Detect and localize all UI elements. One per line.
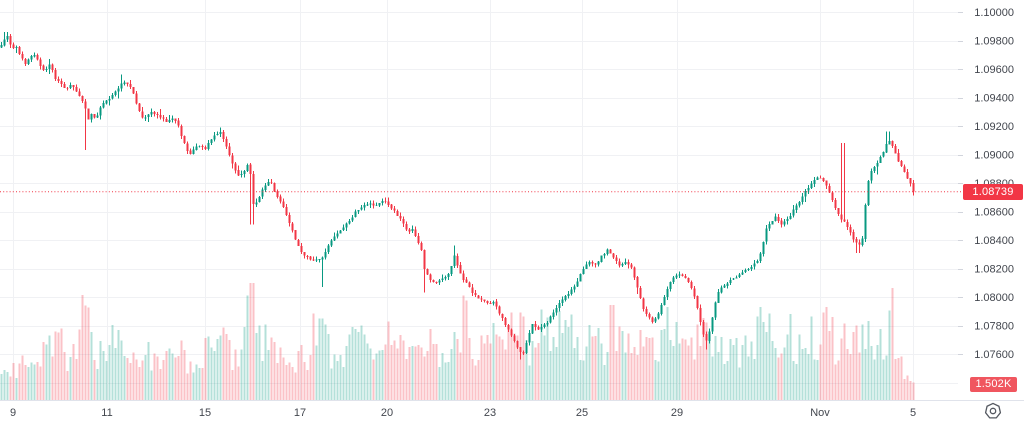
y-axis-label: 1.09000 (974, 150, 1014, 162)
y-axis-label: 1.07800 (974, 321, 1014, 333)
y-axis-label: 1.09200 (974, 121, 1014, 133)
x-axis-label: 5 (910, 407, 916, 419)
x-axis-label: 29 (671, 407, 683, 419)
gridlines (0, 0, 958, 400)
x-axis-label: 11 (101, 407, 112, 419)
settings-icon[interactable] (984, 402, 1002, 420)
last-price-badge: 1.08739 (963, 184, 1023, 200)
volume-bars (0, 283, 915, 400)
y-axis-label: 1.09800 (974, 36, 1014, 48)
y-axis-label: 1.08000 (974, 292, 1014, 304)
candle-wicks (1, 32, 914, 360)
y-axis-label: 1.10000 (974, 7, 1014, 19)
x-axis-label: 23 (484, 407, 496, 419)
x-axis-label: 25 (576, 407, 588, 419)
y-axis-label: 1.09400 (974, 93, 1014, 105)
settings-gear-glyph (984, 402, 1002, 419)
x-axis-label: 9 (10, 407, 16, 419)
candle-bodies (0, 35, 915, 354)
x-axis-label: Nov (810, 407, 830, 419)
x-axis-label: 17 (294, 407, 306, 419)
axes[interactable]: 1.10000 1.09800 1.09600 1.09400 1.09200 1.090… (0, 7, 1024, 419)
y-axis-label: 1.07600 (974, 349, 1014, 361)
x-axis-label: 20 (381, 407, 393, 419)
y-axis-label: 1.08400 (974, 235, 1014, 247)
y-axis-label: 1.08200 (974, 264, 1014, 276)
y-axis-label: 1.09600 (974, 64, 1014, 76)
y-axis-label: 1.08600 (974, 207, 1014, 219)
x-axis-label: 15 (199, 407, 211, 419)
volume-badge: 1.502K (970, 377, 1017, 392)
